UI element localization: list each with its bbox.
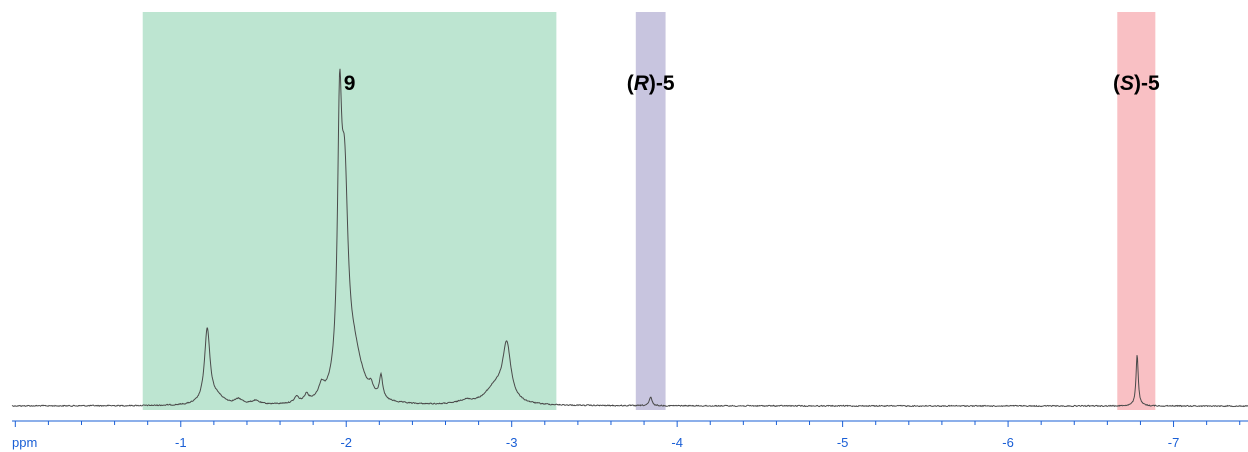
x-axis-ticks: -1 -2 -3 -4 -5 -6 -7 [14,421,1241,450]
x-tick-label: -4 [671,435,683,450]
x-tick-label: -1 [175,435,187,450]
region-labels: 9 (R)-5 (S)-5 [344,72,1160,95]
highlight-regions [142,12,1156,410]
x-tick-label: -7 [1168,435,1180,450]
region-band-1 [142,12,557,410]
region-band-2 [635,12,666,410]
x-axis-unit-label: ppm [12,435,37,450]
region-label-2: (R)-5 [627,72,675,95]
x-tick-label: -6 [1002,435,1014,450]
x-tick-label: -5 [837,435,849,450]
region-band-3 [1117,12,1156,410]
spectrum-trace [11,68,1248,408]
region-label-3: (S)-5 [1113,72,1160,95]
x-tick-label: -3 [506,435,518,450]
x-tick-label: -2 [340,435,352,450]
region-label-1: 9 [344,72,356,95]
